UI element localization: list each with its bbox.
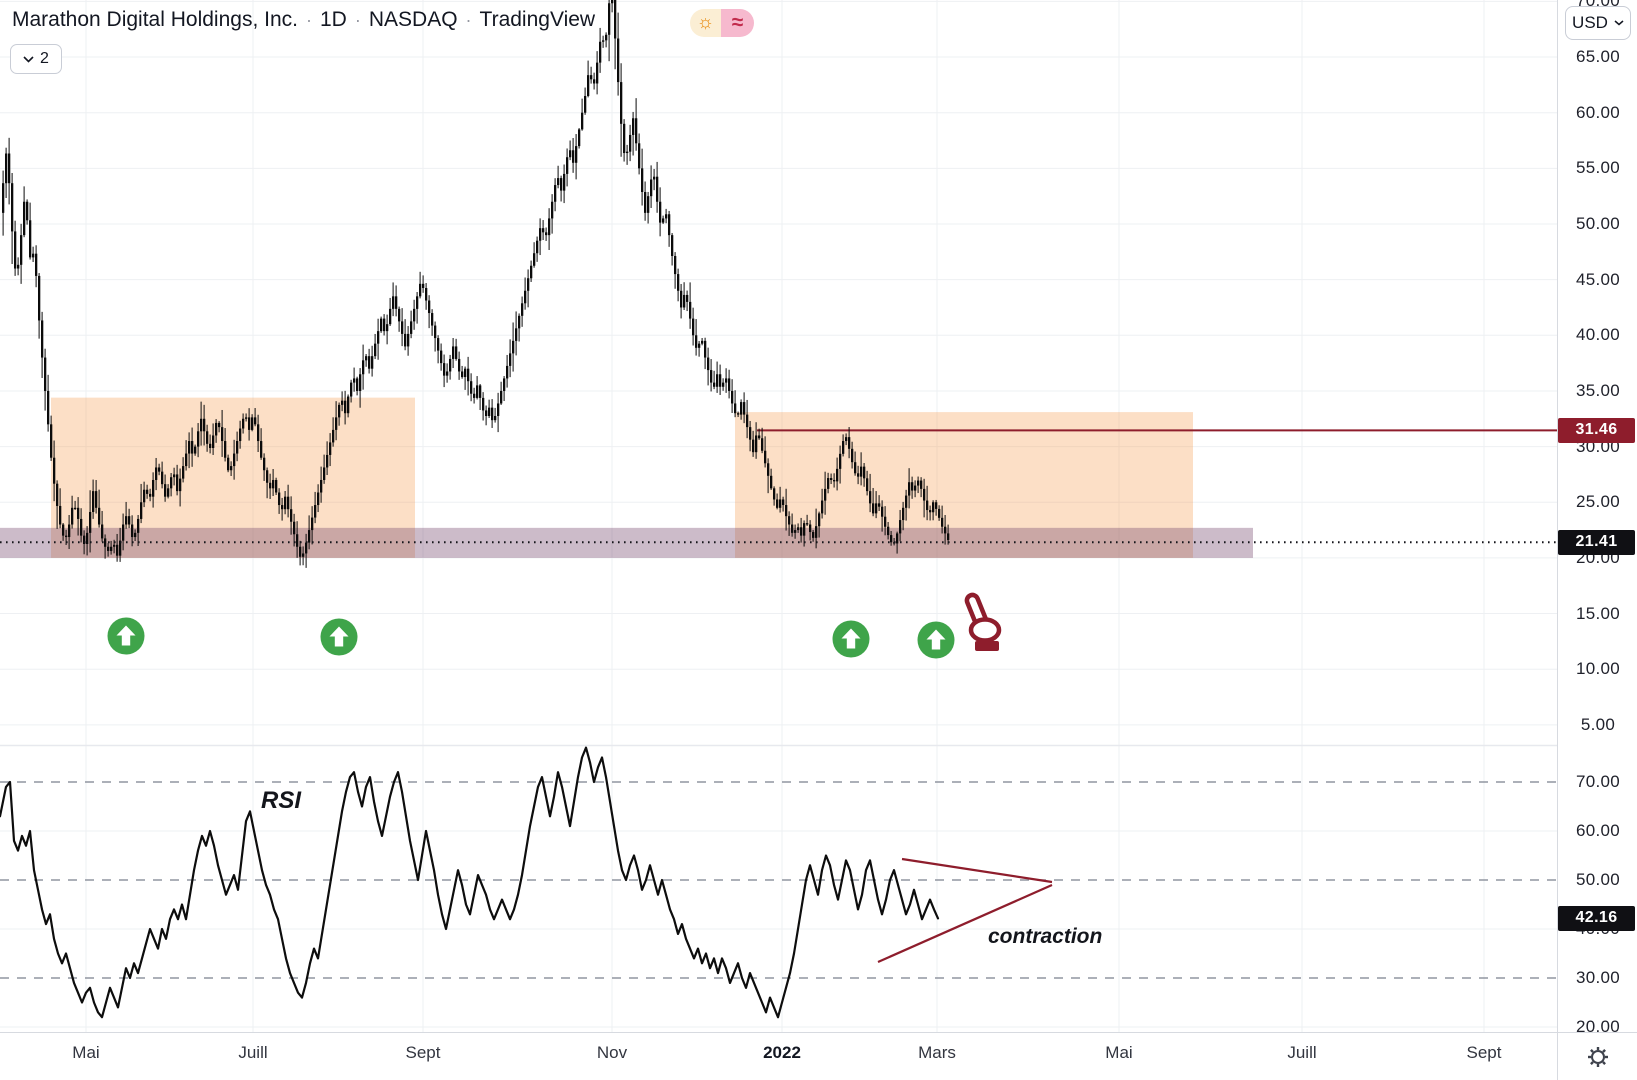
time-axis-label: Sept [1466, 1043, 1502, 1062]
rsi-line [0, 746, 940, 1019]
time-axis-label: Sept [405, 1043, 441, 1062]
last-price-badge: 21.41 [1558, 529, 1635, 555]
support-band [0, 527, 1253, 558]
rsi-axis-label: 60.00 [1575, 821, 1621, 840]
symbol-title: Marathon Digital Holdings, Inc. [12, 8, 298, 31]
arrow-up-icon [841, 628, 861, 649]
time-axis-label: Juill [238, 1043, 268, 1062]
time-axis-label: Mai [1105, 1043, 1133, 1062]
indicators-collapse-button[interactable]: 2 [10, 44, 62, 74]
approx-reaction-icon: ≈ [721, 9, 754, 37]
currency-label: USD [1572, 13, 1608, 32]
currency-selector[interactable]: USD [1565, 6, 1631, 40]
rsi-axis-label: 20.00 [1575, 1017, 1621, 1036]
sun-reaction-icon: ☼ [690, 9, 721, 37]
price-axis[interactable]: 70.00 65.00 60.00 55.00 50.00 45.00 40.00 35.00… [1557, 0, 1637, 1036]
chevron-down-icon [23, 55, 34, 63]
price-axis-label: 55.00 [1575, 158, 1621, 178]
rsi-axis-label: 70.00 [1575, 772, 1621, 791]
price-axis-label: 25.00 [1575, 492, 1621, 512]
level-price-badge: 31.46 [1558, 417, 1635, 443]
price-axis-label: 50.00 [1575, 214, 1621, 233]
time-axis-label: Juill [1287, 1043, 1317, 1062]
gear-icon [1588, 1047, 1608, 1067]
separator-dot: · [354, 9, 361, 30]
price-axis-label: 35.00 [1575, 380, 1621, 400]
triangle-lower-trendline [877, 883, 1053, 964]
arrow-up-icon [116, 625, 136, 646]
price-axis-label: 70.00 [1558, 0, 1637, 11]
price-axis-label: 45.00 [1575, 269, 1621, 289]
time-axis-label: Nov [596, 1043, 628, 1062]
rsi-axis-label: 30.00 [1575, 968, 1621, 987]
time-axis[interactable]: Mai Juill Sept Nov 2022 Mars Mai Juill Sept [0, 1032, 1637, 1080]
chevron-down-icon [1614, 20, 1624, 26]
triangle-upper-trendline [901, 857, 1053, 884]
time-axis-label: 2022 [763, 1043, 801, 1062]
indicators-count: 2 [40, 50, 49, 67]
arrow-up-marker[interactable] [320, 618, 358, 656]
interval-label: 1D [319, 8, 347, 31]
pointing-hand-icon[interactable] [956, 590, 1010, 659]
arrow-up-marker[interactable] [832, 620, 870, 658]
symbol-legend[interactable]: Marathon Digital Holdings, Inc. · 1D · N… [12, 8, 595, 32]
price-axis-label: 15.00 [1575, 603, 1621, 623]
time-axis-label: Mai [72, 1043, 100, 1062]
arrow-up-marker[interactable] [917, 621, 955, 659]
platform-label: TradingView [479, 8, 596, 31]
rsi-value-badge: 42.16 [1558, 905, 1635, 931]
supply-demand-zone [735, 412, 1193, 558]
arrow-up-marker[interactable] [107, 617, 145, 655]
price-axis-label: 5.00 [1580, 714, 1616, 734]
rsi-indicator-label[interactable]: RSI [261, 787, 302, 814]
separator-dot: · [465, 9, 472, 30]
price-axis-label: 65.00 [1575, 47, 1621, 67]
separator-dot: · [305, 9, 312, 30]
rsi-axis-label: 50.00 [1575, 870, 1621, 889]
axis-settings-button[interactable] [1557, 1032, 1637, 1080]
supply-demand-zone [51, 397, 415, 558]
time-axis-label: Mars [918, 1043, 956, 1062]
price-axis-label: 10.00 [1575, 659, 1621, 679]
arrow-up-icon [926, 629, 946, 650]
exchange-label: NASDAQ [368, 8, 458, 31]
arrow-up-icon [329, 626, 349, 647]
price-axis-label: 60.00 [1575, 102, 1621, 122]
price-axis-label: 40.00 [1575, 325, 1621, 345]
reaction-chips[interactable]: ☼ ≈ [690, 9, 754, 37]
contraction-annotation[interactable]: contraction [988, 925, 1103, 948]
